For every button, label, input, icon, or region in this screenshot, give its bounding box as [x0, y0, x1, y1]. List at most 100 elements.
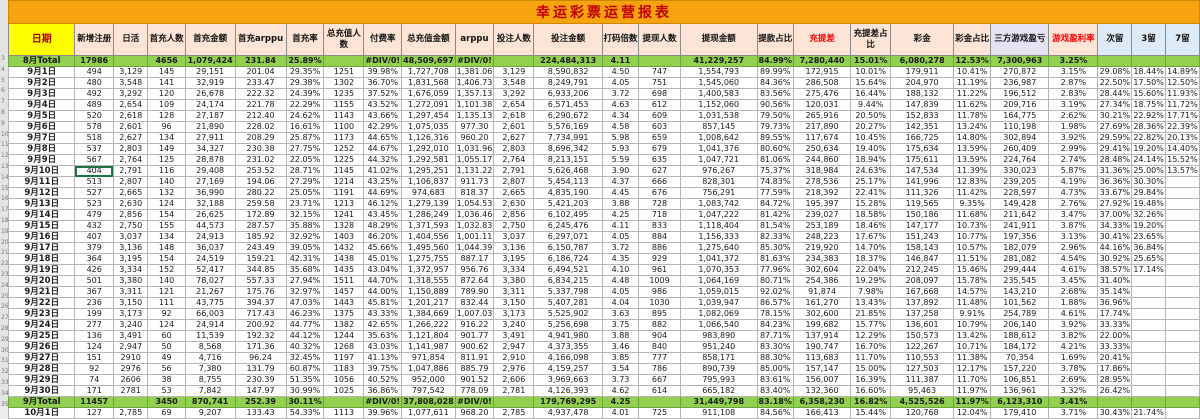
cell[interactable]: 971,854 — [401, 352, 456, 364]
column-header-9[interactable]: 付费率 — [363, 23, 403, 56]
cell[interactable]: 124 — [74, 341, 114, 353]
cell[interactable]: 30.43% — [1097, 407, 1133, 419]
cell[interactable]: 302,600 — [792, 308, 852, 320]
cell[interactable]: 24,913 — [184, 231, 236, 243]
cell[interactable]: 1,357.13 — [454, 88, 495, 100]
cell[interactable]: 31,449,798 — [679, 396, 758, 408]
cell[interactable]: 4.05 — [601, 77, 640, 89]
cell[interactable]: 11457 — [74, 396, 114, 408]
cell[interactable]: 659 — [638, 132, 681, 144]
cell[interactable]: 45.81% — [363, 297, 403, 309]
cell[interactable]: 41.13% — [363, 352, 403, 364]
cell[interactable]: 14.89% — [1164, 66, 1200, 78]
cell[interactable]: 929 — [638, 253, 681, 265]
cell[interactable]: 344.85 — [234, 264, 287, 276]
cell[interactable] — [323, 55, 365, 67]
cell[interactable]: 43.66% — [363, 110, 403, 122]
cell[interactable]: 8,568 — [184, 341, 236, 353]
cell[interactable]: 1,031,538 — [679, 110, 758, 122]
column-header-16[interactable]: 提现金额 — [679, 23, 758, 56]
cell[interactable]: 3,969,663 — [533, 374, 603, 386]
cell[interactable]: 49 — [147, 352, 186, 364]
date-cell[interactable]: 9月11日 — [7, 176, 76, 188]
cell[interactable]: 96 — [147, 121, 186, 133]
cell[interactable]: 43.52% — [363, 99, 403, 111]
cell[interactable]: 54.33% — [285, 407, 325, 419]
cell[interactable]: 1.98% — [1048, 121, 1099, 133]
date-cell[interactable]: 9月27日 — [7, 352, 76, 364]
cell[interactable]: 635 — [638, 154, 681, 166]
cell[interactable]: 145 — [147, 66, 186, 78]
cell[interactable]: 2,947 — [112, 341, 149, 353]
cell[interactable]: 3.13% — [1048, 231, 1099, 243]
cell[interactable]: 1,545,060 — [679, 77, 758, 89]
cell[interactable]: 4,126,393 — [533, 385, 603, 397]
cell[interactable]: 15.52% — [1164, 154, 1200, 166]
cell[interactable]: 18.75% — [1131, 99, 1166, 111]
cell[interactable]: 3.63 — [601, 308, 640, 320]
cell[interactable]: 7,380 — [184, 363, 236, 375]
cell[interactable]: 1,031.96 — [454, 143, 495, 155]
cell[interactable]: 10.77% — [953, 231, 992, 243]
cell[interactable]: 6,297,071 — [533, 231, 603, 243]
cell[interactable]: 231.02 — [234, 154, 287, 166]
cell[interactable]: 840 — [638, 341, 681, 353]
cell[interactable]: 36.36% — [1097, 176, 1133, 188]
cell[interactable]: 133.43 — [234, 407, 287, 419]
date-cell[interactable]: 9月29日 — [7, 374, 76, 386]
cell[interactable]: 50 — [147, 341, 186, 353]
cell[interactable]: 904 — [638, 330, 681, 342]
cell[interactable]: 1225 — [323, 154, 365, 166]
cell[interactable]: 43.25% — [363, 176, 403, 188]
cell[interactable]: 27,911 — [184, 132, 236, 144]
cell[interactable]: 14.40% — [1164, 143, 1200, 155]
cell[interactable]: 8,755 — [184, 374, 236, 386]
cell[interactable]: 185.92 — [234, 231, 287, 243]
cell[interactable]: 10.57% — [953, 242, 992, 254]
cell[interactable]: 239,205 — [990, 176, 1050, 188]
cell[interactable]: 4.05 — [601, 286, 640, 298]
date-cell[interactable]: 9月16日 — [7, 231, 76, 243]
cell[interactable]: 147,534 — [890, 165, 955, 177]
cell[interactable]: 13.24% — [953, 121, 992, 133]
cell[interactable]: 718 — [638, 209, 681, 221]
cell[interactable]: 32.45% — [285, 352, 325, 364]
cell[interactable]: 270,872 — [990, 66, 1050, 78]
cell[interactable]: 3,173 — [112, 308, 149, 320]
cell[interactable]: 3.82% — [1048, 330, 1099, 342]
cell[interactable]: 3.46 — [601, 341, 640, 353]
cell[interactable]: 45.01% — [363, 253, 403, 265]
cell[interactable]: 5.59 — [601, 154, 640, 166]
cell[interactable]: 27.75% — [285, 143, 325, 155]
column-header-23[interactable]: 游戏盈利率 — [1048, 23, 1099, 56]
cell[interactable]: 11.48% — [953, 297, 992, 309]
cell[interactable]: 77.96% — [756, 264, 794, 276]
cell[interactable]: 1,036.46 — [454, 209, 495, 221]
cell[interactable]: 91,874 — [792, 286, 852, 298]
cell[interactable]: 83.30% — [756, 341, 794, 353]
cell[interactable]: 916.22 — [454, 319, 495, 331]
cell[interactable]: 977.30 — [454, 121, 495, 133]
cell[interactable]: 1,292,010 — [401, 143, 456, 155]
cell[interactable]: 1,266,222 — [401, 319, 456, 331]
cell[interactable]: 28.36% — [1131, 121, 1166, 133]
date-cell[interactable]: 9月20日 — [7, 275, 76, 287]
cell[interactable]: 1,083,742 — [679, 198, 758, 210]
cell[interactable]: 11.70% — [953, 374, 992, 386]
date-cell[interactable]: 9月28日 — [7, 363, 76, 375]
cell[interactable]: 1,079,424 — [184, 55, 236, 67]
cell[interactable]: 665,182 — [679, 385, 758, 397]
cell[interactable]: 5.87% — [1048, 165, 1099, 177]
cell[interactable]: 92.02% — [756, 286, 794, 298]
cell[interactable] — [1164, 396, 1200, 408]
cell[interactable]: 44.12% — [285, 330, 325, 342]
cell[interactable]: 728 — [638, 198, 681, 210]
cell[interactable]: 2,807 — [493, 176, 535, 188]
cell[interactable]: 39.98% — [363, 66, 403, 78]
cell[interactable]: 1,400,583 — [679, 88, 758, 100]
cell[interactable]: 789.90 — [454, 286, 495, 298]
cell[interactable]: 1213 — [323, 198, 365, 210]
cell[interactable]: 14.80% — [953, 132, 992, 144]
cell[interactable]: 15.46% — [953, 264, 992, 276]
cell[interactable]: 15.00% — [850, 363, 892, 375]
